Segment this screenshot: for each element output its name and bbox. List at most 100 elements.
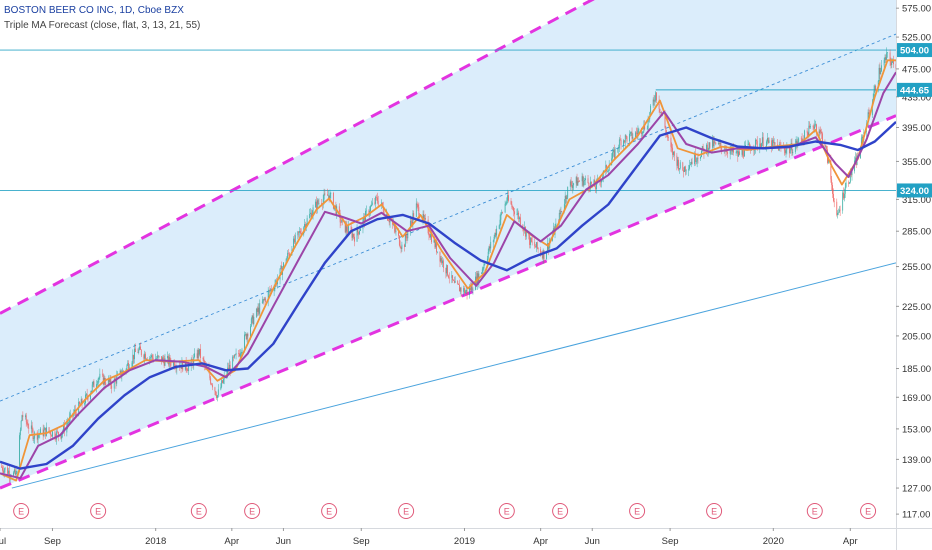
- candle-body: [588, 182, 590, 188]
- candle-body: [798, 138, 800, 143]
- candle-body: [696, 158, 698, 162]
- candle-body: [683, 170, 685, 173]
- candle-body: [8, 470, 10, 477]
- candle-body: [448, 277, 450, 279]
- candle-body: [435, 241, 437, 248]
- candle-body: [442, 260, 443, 264]
- candle-body: [48, 427, 50, 432]
- candle-body: [573, 183, 575, 186]
- candle-body: [720, 143, 722, 147]
- symbol-title[interactable]: BOSTON BEER CO INC, 1D, Cboe BZX: [4, 5, 184, 16]
- candle-body: [605, 165, 607, 171]
- earnings-marker-circle: [13, 503, 30, 519]
- candle-body: [673, 151, 674, 155]
- candle-body: [421, 218, 423, 221]
- candle-body: [134, 348, 136, 353]
- candle-body: [324, 193, 326, 195]
- candle-body: [660, 112, 662, 113]
- candle-body: [773, 142, 775, 143]
- candle-body: [761, 137, 763, 144]
- candle-body: [2, 467, 3, 471]
- candle-body: [612, 152, 613, 159]
- chart-legend: BOSTON BEER CO INC, 1D, Cboe BZX Triple …: [4, 3, 200, 33]
- candle-body: [530, 237, 532, 242]
- candle-body: [786, 147, 788, 150]
- candle-body: [269, 290, 271, 292]
- candle-body: [283, 262, 284, 268]
- candle-body: [149, 357, 151, 360]
- candle-body: [482, 268, 484, 270]
- candle-body: [596, 180, 597, 190]
- earnings-marker-label: E: [95, 507, 101, 517]
- candle-body: [849, 169, 851, 183]
- candle-body: [744, 146, 745, 157]
- candle-body: [690, 161, 692, 165]
- candle-body: [15, 472, 17, 475]
- candle-body: [54, 431, 56, 438]
- candle-body: [821, 133, 823, 142]
- candle-body: [345, 225, 347, 233]
- candle-body: [464, 291, 466, 293]
- candle-body: [250, 318, 252, 327]
- channel-fill: [0, 0, 896, 489]
- candle-body: [565, 195, 567, 200]
- candle-body: [585, 178, 586, 181]
- x-tick-label: Sep: [353, 536, 370, 547]
- candle-body: [637, 130, 639, 135]
- candle-body: [694, 153, 696, 164]
- candle-body: [376, 197, 378, 201]
- candle-body: [92, 381, 94, 385]
- candle-body: [777, 144, 778, 146]
- study-title[interactable]: Triple MA Forecast (close, flat, 3, 13, …: [4, 20, 201, 31]
- candle-body: [619, 139, 621, 141]
- candle-body: [561, 211, 563, 212]
- candle-body: [555, 223, 557, 228]
- candle-body: [113, 378, 115, 389]
- candle-body: [161, 356, 163, 363]
- y-tick-label: 153.00: [902, 424, 931, 435]
- candle-body: [772, 139, 773, 149]
- candle-body: [791, 143, 793, 154]
- candle-body: [310, 212, 311, 215]
- candle-body: [251, 315, 253, 319]
- candle-body: [423, 214, 425, 219]
- candle-body: [371, 202, 373, 205]
- candle-body: [347, 231, 349, 233]
- earnings-marker: E: [706, 503, 723, 519]
- candle-body: [514, 211, 515, 215]
- candle-body: [558, 212, 560, 225]
- candle-body: [875, 85, 877, 91]
- candle-body: [310, 212, 312, 219]
- candle-body: [44, 427, 46, 431]
- candle-body: [813, 126, 815, 129]
- candle-body: [504, 203, 506, 213]
- earnings-marker-label: E: [18, 507, 24, 517]
- candle-body: [459, 284, 460, 292]
- candle-body: [399, 245, 401, 248]
- earnings-marker-label: E: [196, 507, 202, 517]
- candle-body: [465, 289, 467, 292]
- candle-body: [90, 392, 91, 400]
- candle-body: [167, 356, 168, 359]
- candle-body: [253, 316, 255, 325]
- candle-body: [458, 283, 459, 285]
- candle-body: [109, 378, 111, 383]
- candle-body: [309, 214, 311, 219]
- candle-body: [893, 60, 894, 65]
- candle-body: [760, 143, 762, 148]
- candle-body: [362, 219, 364, 229]
- candle-body: [239, 353, 240, 357]
- candle-body: [268, 290, 270, 292]
- candle-body: [377, 200, 379, 205]
- candle-body: [486, 258, 488, 265]
- candle-body: [472, 289, 474, 291]
- candle-body: [529, 235, 531, 245]
- candle-body: [46, 427, 47, 436]
- candle-body: [733, 147, 734, 153]
- candle-body: [57, 431, 58, 433]
- candle-body: [620, 140, 622, 146]
- candle-body: [19, 435, 20, 472]
- y-tick-label: 169.00: [902, 393, 931, 404]
- candle-body: [200, 348, 201, 358]
